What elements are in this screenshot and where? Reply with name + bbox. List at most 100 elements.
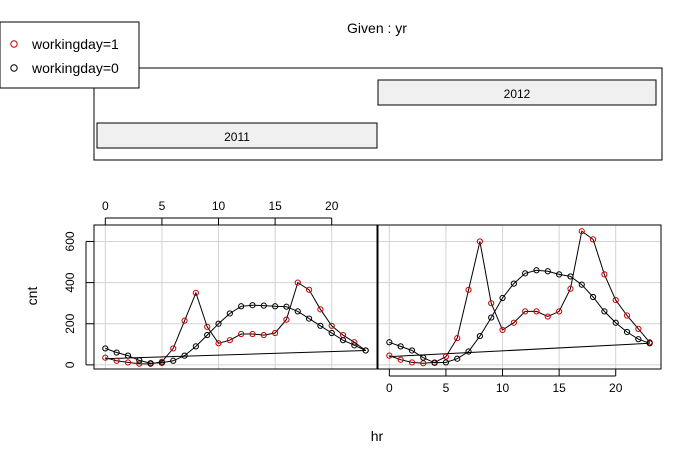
legend-marker-workingday-0 xyxy=(10,64,18,72)
data-point-2011-1 xyxy=(204,331,211,339)
data-point-2011-0 xyxy=(226,337,233,344)
data-point-2012-1 xyxy=(578,281,585,288)
x-tick-label: 10 xyxy=(496,381,510,395)
data-point-2011-0 xyxy=(238,330,245,338)
data-point-2011-0 xyxy=(204,323,211,330)
data-point-2012-0 xyxy=(601,271,608,278)
data-point-2012-1 xyxy=(646,340,653,347)
fit-line-2011 xyxy=(105,349,366,360)
y-tick-label: 600 xyxy=(63,231,77,251)
data-point-2012-1 xyxy=(601,308,608,315)
data-point-2011-0 xyxy=(260,331,267,339)
given-label-2012: 2012 xyxy=(504,87,531,101)
data-point-2011-1 xyxy=(113,349,120,356)
data-point-2012-0 xyxy=(386,352,393,359)
x-tick-label: 10 xyxy=(212,199,226,213)
data-point-2012-0 xyxy=(454,335,461,342)
data-point-2012-1 xyxy=(623,328,631,336)
data-point-2012-0 xyxy=(544,313,551,320)
data-point-2011-0 xyxy=(215,340,222,347)
x-axis-label: hr xyxy=(371,428,384,444)
y-tick-label: 400 xyxy=(63,272,77,292)
data-point-2011-0 xyxy=(283,316,290,323)
data-point-2012-1 xyxy=(544,268,551,275)
data-point-2012-0 xyxy=(397,356,404,363)
panel-frame-2011 xyxy=(93,224,378,370)
given-label-2011: 2011 xyxy=(224,130,250,144)
data-point-2011-0 xyxy=(181,317,188,324)
data-point-2012-1 xyxy=(397,343,404,350)
data-point-2011-1 xyxy=(317,322,324,329)
data-point-2012-0 xyxy=(465,286,472,293)
data-point-2012-0 xyxy=(556,308,563,315)
data-point-2011-1 xyxy=(260,302,267,309)
y-tick-label: 200 xyxy=(63,313,77,333)
data-point-2011-1 xyxy=(158,359,166,366)
data-point-2012-0 xyxy=(623,312,631,319)
data-point-2012-1 xyxy=(442,359,450,366)
data-point-2011-1 xyxy=(272,303,279,310)
data-point-2011-1 xyxy=(249,302,256,309)
data-point-2011-1 xyxy=(181,352,188,359)
y-axis-label: cnt xyxy=(24,287,40,306)
data-point-2012-1 xyxy=(612,319,619,326)
data-point-2012-0 xyxy=(522,308,529,315)
data-point-2012-0 xyxy=(612,296,619,304)
data-point-2011-1 xyxy=(215,320,222,327)
data-point-2012-1 xyxy=(522,270,529,277)
data-point-2011-0 xyxy=(170,345,177,352)
given-panel-frame xyxy=(93,67,663,161)
legend-box xyxy=(0,21,140,89)
legend-label-workingday-0: workingday=0 xyxy=(31,60,119,76)
data-point-2011-0 xyxy=(124,359,132,366)
data-point-2011-0 xyxy=(249,330,256,338)
given-bar-2011 xyxy=(96,122,378,149)
data-point-2011-1 xyxy=(362,347,369,354)
data-point-2012-1 xyxy=(533,267,540,274)
data-point-2012-1 xyxy=(420,354,427,361)
data-point-2011-1 xyxy=(124,352,132,359)
data-point-2011-0 xyxy=(317,306,324,313)
y-tick-label: 0 xyxy=(63,361,77,368)
data-point-2011-1 xyxy=(238,303,245,310)
data-point-2012-1 xyxy=(589,293,597,301)
data-point-2011-1 xyxy=(283,303,290,310)
data-point-2011-0 xyxy=(294,279,301,286)
data-point-2012-1 xyxy=(476,332,483,340)
x-tick-label: 0 xyxy=(102,199,109,213)
data-point-2012-1 xyxy=(431,359,438,366)
x-tick-label: 0 xyxy=(386,381,393,395)
data-point-2011-1 xyxy=(147,360,154,367)
data-point-2012-1 xyxy=(488,314,495,321)
data-point-2012-0 xyxy=(533,308,540,315)
data-point-2011-1 xyxy=(170,357,177,364)
data-point-2011-1 xyxy=(328,329,335,337)
data-point-2012-0 xyxy=(510,319,517,326)
panel-frame-2012 xyxy=(377,224,662,370)
data-point-2011-1 xyxy=(136,357,143,364)
data-point-2012-0 xyxy=(476,238,483,245)
x-tick-label: 20 xyxy=(609,381,623,395)
data-point-2012-1 xyxy=(454,355,461,362)
data-point-2012-1 xyxy=(408,347,416,354)
data-point-2012-0 xyxy=(578,228,585,235)
data-point-2011-0 xyxy=(102,354,109,361)
data-point-2011-0 xyxy=(272,329,279,337)
data-point-2011-0 xyxy=(192,289,199,296)
x-tick-label: 20 xyxy=(325,199,339,213)
given-bar-2012 xyxy=(377,79,657,106)
legend-marker-workingday-1 xyxy=(10,40,18,48)
data-point-2011-0 xyxy=(136,360,143,367)
data-point-2011-1 xyxy=(294,308,301,315)
data-point-2012-1 xyxy=(465,348,472,355)
data-point-2012-0 xyxy=(408,359,416,366)
data-point-2011-1 xyxy=(339,337,347,344)
data-point-2012-0 xyxy=(442,353,450,360)
data-point-2011-1 xyxy=(351,342,358,349)
data-point-2012-1 xyxy=(556,271,563,278)
data-point-2011-0 xyxy=(305,286,313,293)
fit-line-2012 xyxy=(389,342,650,358)
